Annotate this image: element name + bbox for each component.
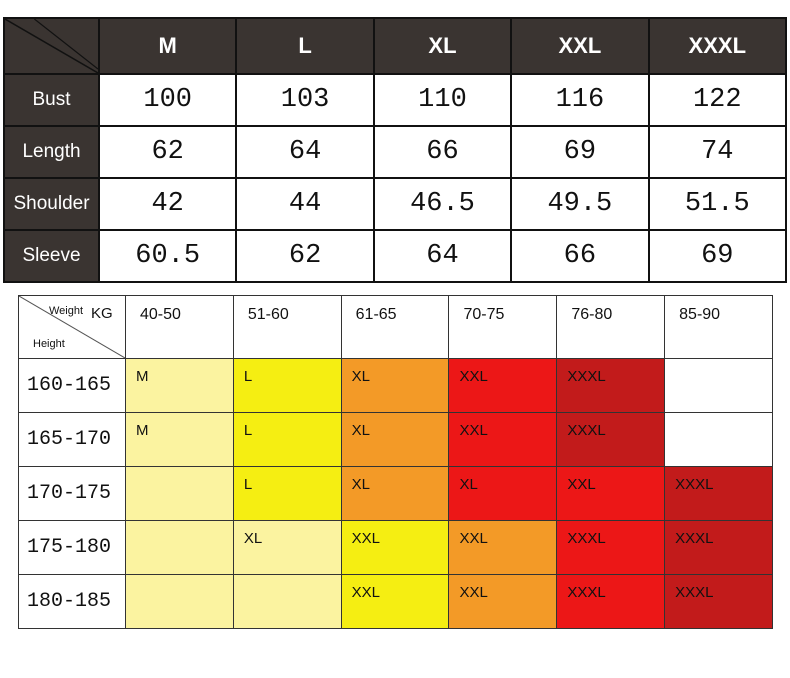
height-range-label: 160-165 (18, 358, 126, 413)
recommended-size-cell: XL (340, 412, 450, 467)
size-header-cell: M (97, 17, 238, 75)
height-row: 160-165 M L XL XXL XXXL (18, 358, 773, 413)
recommended-size-cell (664, 358, 773, 413)
recommended-size-cell: XXL (340, 520, 450, 575)
measurement-value: 110 (372, 73, 513, 127)
measurement-value: 62 (97, 125, 238, 179)
measurement-value: 116 (510, 73, 650, 127)
measurement-value: 42 (97, 177, 238, 231)
height-range-label: 180-185 (18, 574, 126, 629)
recommended-size-cell: XXXL (664, 574, 773, 629)
measurement-row-length: Length 62 64 66 69 74 (3, 125, 788, 179)
weight-range-header: 70-75 (448, 295, 558, 359)
measurement-row-shoulder: Shoulder 42 44 46.5 49.5 51.5 (3, 177, 788, 231)
measurement-value: 74 (647, 125, 788, 179)
recommended-size-cell: XXXL (664, 466, 773, 521)
measurement-value: 66 (372, 125, 513, 179)
height-row: 165-170 M L XL XXL XXXL (18, 412, 773, 467)
height-row: 175-180 XL XXL XXL XXXL XXXL (18, 520, 773, 575)
measurement-label: Bust (3, 73, 100, 127)
height-row: 170-175 L XL XL XXL XXXL (18, 466, 773, 521)
weight-height-corner: Weight KG Height (18, 295, 126, 359)
measurement-value: 69 (647, 229, 788, 283)
recommended-size-cell: XXXL (556, 574, 666, 629)
measurement-label: Length (3, 125, 100, 179)
measurement-value: 49.5 (510, 177, 650, 231)
recommended-size-cell: XXL (448, 412, 558, 467)
measurement-value: 62 (235, 229, 375, 283)
size-chart-table: M L XL XXL XXXL Bust 100 103 110 116 122… (3, 17, 788, 283)
recommended-size-cell (125, 466, 234, 521)
recommended-size-cell: XXL (448, 520, 558, 575)
recommended-size-cell: XXXL (664, 520, 773, 575)
recommended-size-cell: M (125, 358, 234, 413)
recommended-size-cell: XXL (340, 574, 450, 629)
size-header-cell: L (235, 17, 375, 75)
size-header-cell: XXL (510, 17, 650, 75)
height-range-label: 165-170 (18, 412, 126, 467)
weight-axis-label: Weight (49, 305, 84, 317)
recommended-size-cell: L (232, 358, 342, 413)
weight-header-row: Weight KG Height 40-50 51-60 61-65 70-75… (18, 295, 773, 359)
measurement-value: 60.5 (97, 229, 238, 283)
kg-unit-label: KG (91, 305, 113, 322)
recommended-size-cell: XXXL (556, 520, 666, 575)
height-range-label: 170-175 (18, 466, 126, 521)
measurement-label: Sleeve (3, 229, 100, 283)
measurement-row-sleeve: Sleeve 60.5 62 64 66 69 (3, 229, 788, 283)
weight-height-body: 160-165 M L XL XXL XXXL 165-170 M L XL XXL XXXL 170-… (18, 358, 773, 629)
weight-range-header: 40-50 (125, 295, 234, 359)
measurement-value: 66 (510, 229, 650, 283)
recommended-size-cell: M (125, 412, 234, 467)
measurement-row-bust: Bust 100 103 110 116 122 (3, 73, 788, 127)
recommended-size-cell (664, 412, 773, 467)
recommended-size-cell: L (232, 466, 342, 521)
recommended-size-cell: XL (340, 358, 450, 413)
recommended-size-cell (125, 574, 234, 629)
weight-range-header: 51-60 (232, 295, 342, 359)
measurement-value: 103 (235, 73, 375, 127)
measurement-value: 69 (510, 125, 650, 179)
height-row: 180-185 XXL XXL XXXL XXXL (18, 574, 773, 629)
weight-height-chart-table: Weight KG Height 40-50 51-60 61-65 70-75… (18, 295, 773, 629)
size-chart-corner (3, 17, 100, 75)
size-header-cell: XL (372, 17, 513, 75)
recommended-size-cell: XXXL (556, 358, 666, 413)
diagonal-lines-icon (5, 19, 98, 73)
weight-range-header: 61-65 (340, 295, 450, 359)
recommended-size-cell (232, 574, 342, 629)
measurement-label: Shoulder (3, 177, 100, 231)
recommended-size-cell: L (232, 412, 342, 467)
size-header-cell: XXXL (647, 17, 788, 75)
recommended-size-cell: XL (232, 520, 342, 575)
recommended-size-cell: XL (448, 466, 558, 521)
weight-range-header: 85-90 (664, 295, 773, 359)
diagonal-line-icon (19, 296, 125, 358)
recommended-size-cell (125, 520, 234, 575)
recommended-size-cell: XL (340, 466, 450, 521)
recommended-size-cell: XXL (448, 574, 558, 629)
measurement-value: 122 (647, 73, 788, 127)
measurement-value: 44 (235, 177, 375, 231)
measurement-value: 64 (372, 229, 513, 283)
recommended-size-cell: XXL (556, 466, 666, 521)
measurement-value: 100 (97, 73, 238, 127)
recommended-size-cell: XXXL (556, 412, 666, 467)
measurement-value: 46.5 (372, 177, 513, 231)
size-header-row: M L XL XXL XXXL (3, 17, 788, 75)
recommended-size-cell: XXL (448, 358, 558, 413)
weight-range-header: 76-80 (556, 295, 666, 359)
height-axis-label: Height (33, 338, 65, 350)
measurement-value: 51.5 (647, 177, 788, 231)
height-range-label: 175-180 (18, 520, 126, 575)
measurement-value: 64 (235, 125, 375, 179)
